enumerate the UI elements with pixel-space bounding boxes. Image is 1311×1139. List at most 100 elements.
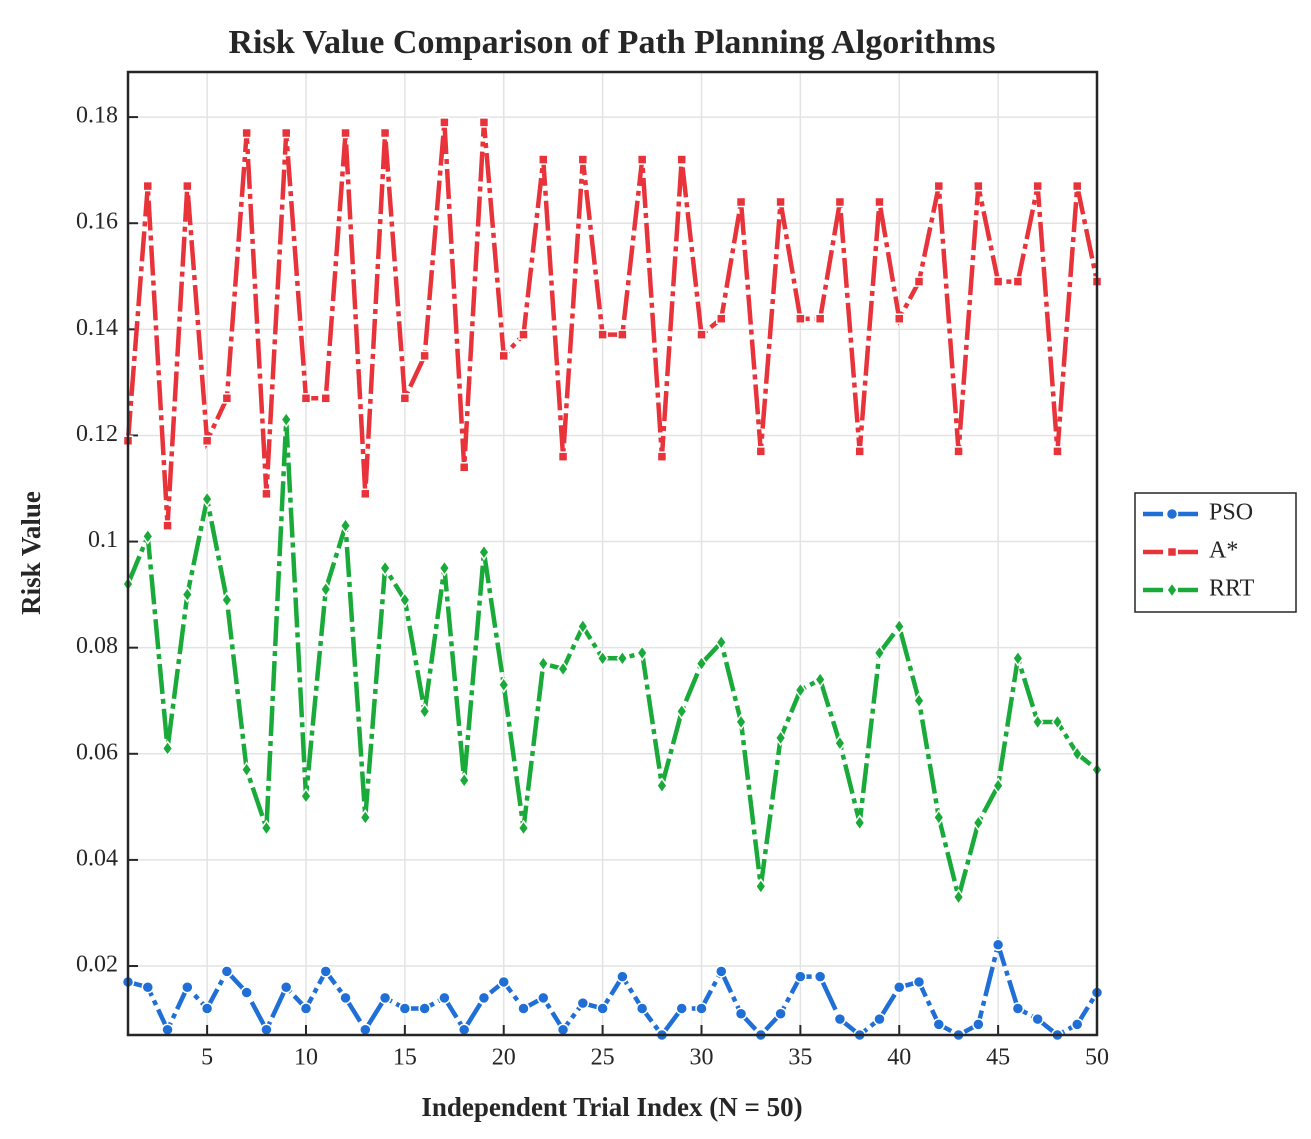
marker: [892, 980, 906, 994]
marker: [715, 634, 728, 651]
marker: [616, 649, 629, 667]
marker: [419, 350, 430, 362]
marker: [537, 655, 550, 672]
marker: [775, 196, 786, 208]
marker: [260, 1023, 273, 1036]
marker: [992, 777, 1005, 794]
marker: [182, 180, 193, 192]
marker: [1031, 713, 1044, 731]
marker: [854, 446, 865, 457]
y-tick-label: 0.12: [76, 421, 118, 447]
marker: [1071, 180, 1083, 192]
marker: [439, 117, 450, 128]
marker: [537, 991, 550, 1005]
marker: [873, 1012, 886, 1026]
marker: [241, 127, 252, 139]
legend-label: A*: [1209, 538, 1238, 564]
marker: [1071, 745, 1084, 763]
marker: [893, 313, 905, 324]
y-tick-label: 0.06: [76, 739, 118, 765]
marker: [576, 996, 590, 1010]
marker: [518, 329, 529, 340]
marker: [498, 350, 509, 362]
marker: [221, 393, 233, 404]
x-tick-label: 10: [294, 1045, 318, 1071]
marker: [695, 655, 708, 672]
marker: [1051, 713, 1064, 731]
marker: [299, 1002, 313, 1015]
plot-border: [126, 70, 1099, 1037]
marker: [676, 154, 687, 165]
marker: [991, 938, 1005, 952]
marker: [220, 591, 233, 609]
marker: [478, 543, 490, 561]
marker: [913, 692, 925, 710]
marker: [735, 196, 747, 208]
marker: [833, 1012, 847, 1026]
marker: [458, 462, 470, 473]
marker: [814, 313, 826, 324]
marker: [457, 1023, 471, 1036]
y-axis-label: Risk Value: [16, 491, 46, 615]
marker: [1070, 1018, 1084, 1031]
marker: [161, 1023, 174, 1036]
x-tick-label: 40: [887, 1045, 911, 1071]
marker: [814, 671, 827, 688]
marker: [734, 1007, 748, 1021]
series: [121, 936, 1104, 1042]
y-tick-label: 0.02: [76, 952, 118, 978]
marker: [477, 991, 491, 1005]
marker: [360, 488, 371, 500]
marker: [1011, 649, 1024, 667]
marker: [656, 451, 668, 462]
marker: [1032, 180, 1043, 192]
marker: [181, 980, 194, 994]
marker: [696, 329, 707, 340]
marker: [438, 559, 451, 577]
series: [122, 411, 1103, 906]
marker: [577, 154, 589, 165]
marker: [438, 991, 451, 1005]
marker: [675, 703, 688, 720]
marker: [319, 581, 332, 598]
marker: [596, 1002, 609, 1015]
marker: [517, 1002, 530, 1015]
marker: [597, 329, 608, 340]
marker: [932, 1018, 946, 1031]
y-tick-label: 0.1: [88, 527, 118, 553]
marker: [142, 180, 154, 192]
marker: [952, 888, 965, 906]
marker: [339, 517, 352, 534]
marker: [1031, 1012, 1044, 1026]
marker: [794, 681, 807, 699]
marker: [1166, 546, 1178, 558]
marker: [596, 649, 609, 667]
marker: [141, 527, 154, 545]
marker: [794, 970, 807, 983]
marker: [280, 411, 293, 428]
y-tick-label: 0.04: [76, 845, 118, 871]
marker: [932, 809, 945, 826]
marker: [557, 660, 569, 678]
x-tick-label: 5: [201, 1045, 213, 1071]
marker: [398, 591, 411, 609]
marker: [379, 559, 392, 577]
marker: [635, 1002, 649, 1015]
marker: [893, 618, 906, 635]
marker: [873, 644, 886, 662]
marker: [300, 393, 312, 404]
marker: [279, 980, 293, 994]
marker: [675, 1002, 688, 1015]
series-line: [125, 419, 1099, 898]
marker: [201, 435, 213, 447]
marker: [240, 761, 253, 779]
series: [122, 117, 1103, 531]
marker: [616, 970, 629, 983]
marker: [378, 991, 392, 1005]
x-tick-label: 25: [591, 1045, 615, 1071]
x-axis-label: Independent Trial Index (N = 50): [421, 1092, 802, 1122]
series-line: [125, 122, 1100, 526]
marker: [695, 1002, 708, 1015]
marker: [556, 1023, 570, 1036]
